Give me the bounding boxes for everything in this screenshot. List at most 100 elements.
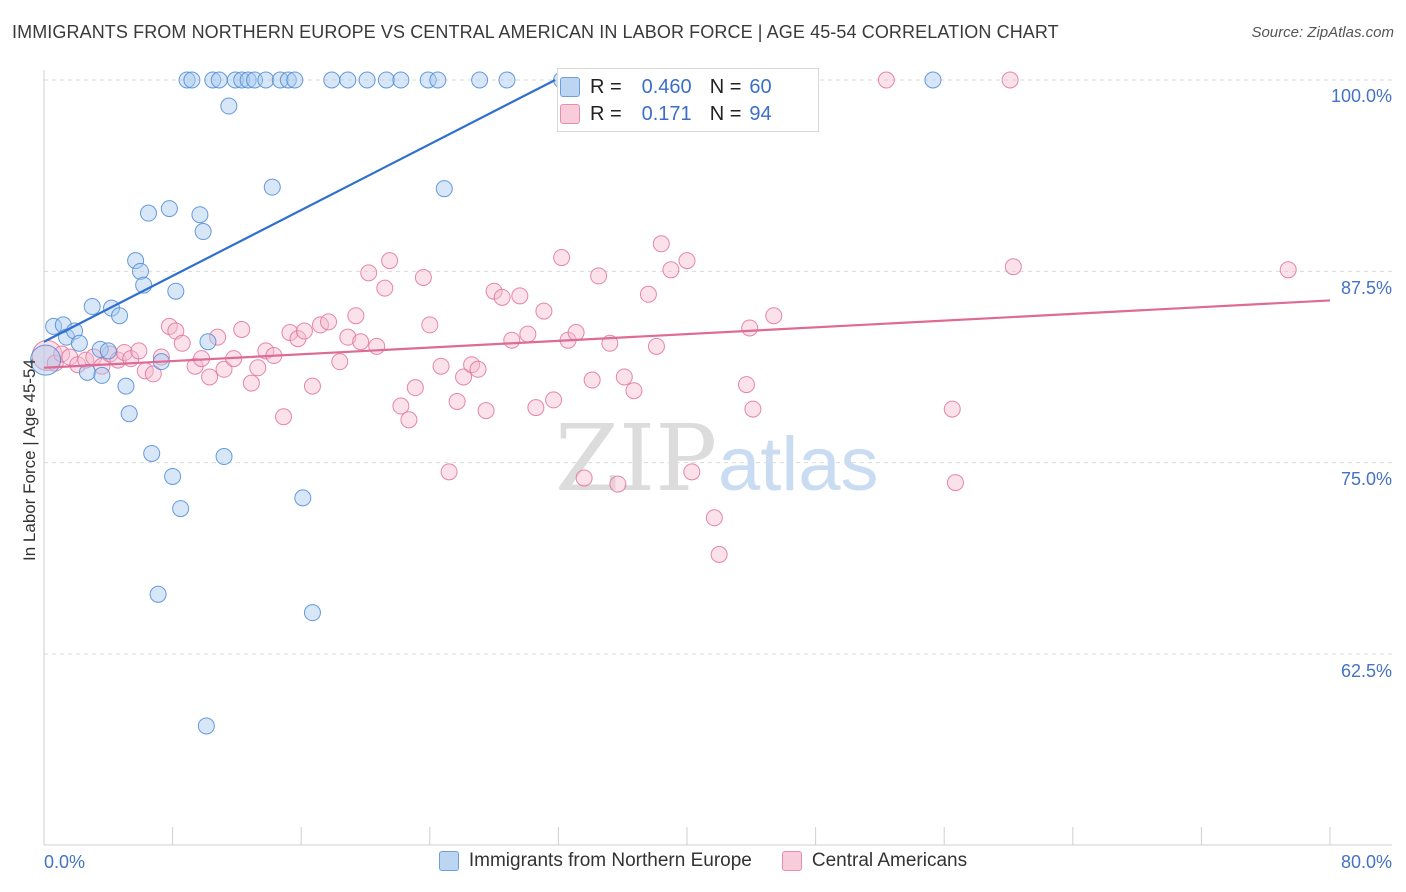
data-point (242, 374, 260, 392)
data-point (323, 71, 341, 89)
data-point (527, 399, 545, 417)
r-label: R = (590, 75, 622, 98)
trend-line (43, 299, 1331, 369)
data-point (590, 267, 608, 285)
data-point (429, 71, 447, 89)
data-point (143, 444, 161, 462)
data-point (652, 235, 670, 253)
source-label: Source: ZipAtlas.com (1251, 24, 1394, 41)
data-point (440, 463, 458, 481)
data-point (435, 180, 453, 198)
data-point (226, 71, 244, 89)
data-point (368, 337, 386, 355)
data-point (741, 319, 759, 337)
data-point (615, 368, 633, 386)
data-point (347, 307, 365, 325)
data-point (662, 261, 680, 279)
data-point (263, 178, 281, 196)
data-point (477, 402, 495, 420)
data-point (201, 368, 219, 386)
data-point (406, 379, 424, 397)
data-point (392, 397, 410, 415)
data-point (199, 333, 217, 351)
data-point (249, 359, 267, 377)
data-point (419, 71, 437, 89)
data-point (765, 307, 783, 325)
data-point (647, 337, 665, 355)
data-point (381, 252, 399, 270)
n-label: N = (709, 102, 742, 125)
data-point (377, 71, 395, 89)
data-point (744, 400, 762, 418)
data-point (545, 391, 563, 409)
r-value: 0.460 (641, 75, 692, 98)
data-point (303, 377, 321, 395)
data-point (117, 377, 135, 395)
data-point (625, 382, 643, 400)
stats-row-blue: R = 0.460 N = 60 (560, 74, 772, 100)
gridlines (44, 79, 1392, 655)
legend: Immigrants from Northern Europe Central … (0, 850, 1406, 872)
data-point (210, 71, 228, 89)
watermark-zip: ZIP (555, 405, 717, 512)
data-point (877, 71, 895, 89)
data-point (172, 500, 190, 518)
n-value: 60 (749, 75, 772, 98)
legend-item-northern-europe[interactable]: Immigrants from Northern Europe (438, 850, 752, 872)
data-point (233, 320, 251, 338)
data-point (1001, 71, 1019, 89)
y-tick-label: 87.5% (1340, 278, 1392, 298)
data-point (946, 474, 964, 492)
data-point (239, 71, 257, 89)
data-point (1279, 261, 1297, 279)
legend-swatch-pink (781, 851, 802, 871)
data-point (220, 97, 238, 115)
data-point (78, 363, 96, 381)
data-point (275, 408, 293, 426)
data-point (164, 467, 182, 485)
data-point (93, 366, 111, 384)
data-point (943, 400, 961, 418)
watermark: ZIP atlas (555, 405, 879, 512)
data-point (339, 328, 357, 346)
data-point (678, 252, 696, 270)
data-point (178, 71, 196, 89)
data-point (448, 392, 466, 410)
data-point (191, 206, 209, 224)
data-point (215, 360, 233, 378)
blue-swatch (560, 77, 580, 97)
r-label: R = (590, 102, 622, 125)
data-point (144, 365, 162, 383)
data-point (99, 342, 117, 360)
data-point (83, 298, 101, 316)
data-point (215, 448, 233, 466)
data-point (535, 302, 553, 320)
stats-row-pink: R = 0.171 N = 94 (560, 101, 772, 127)
pink-swatch (560, 104, 580, 124)
data-point (683, 463, 701, 481)
n-label: N = (709, 75, 742, 98)
data-point (131, 262, 149, 280)
data-point (331, 353, 349, 371)
data-point (111, 307, 129, 325)
data-point (303, 604, 321, 622)
data-point (575, 469, 593, 487)
axes (43, 70, 1392, 846)
data-point (583, 371, 601, 389)
trend-line (43, 79, 556, 343)
legend-item-central-americans[interactable]: Central Americans (781, 850, 967, 872)
trend-lines (43, 79, 1331, 369)
data-point (471, 71, 489, 89)
data-point (352, 333, 370, 351)
data-point (294, 489, 312, 507)
data-point (339, 71, 357, 89)
y-tick-label: 62.5% (1340, 661, 1392, 681)
data-point (320, 313, 338, 331)
data-point (233, 71, 251, 89)
data-point (710, 546, 728, 564)
y-axis-label: In Labor Force | Age 45-54 (20, 359, 39, 561)
y-tick-label: 75.0% (1340, 469, 1392, 489)
n-value: 94 (749, 102, 772, 125)
data-point (392, 71, 410, 89)
